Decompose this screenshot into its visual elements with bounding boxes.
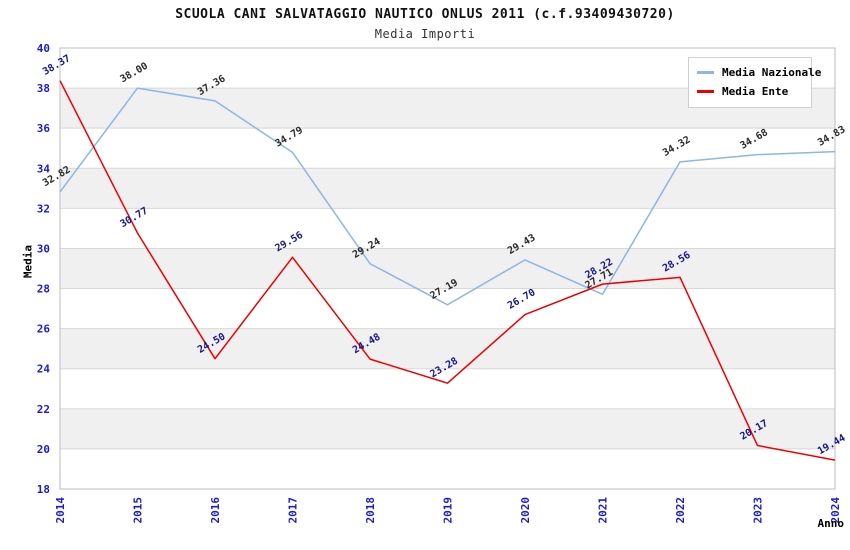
chart-subtitle: Media Importi <box>374 27 476 41</box>
data-label: 26.70 <box>506 287 538 312</box>
data-label: 38.00 <box>118 61 150 86</box>
legend-item-media-nazionale: Media Nazionale <box>697 63 821 82</box>
legend-label-media-ente: Media Ente <box>722 85 789 98</box>
y-tick-label: 38 <box>37 82 50 95</box>
legend-swatch-media-nazionale <box>697 71 714 74</box>
x-tick-label: 2022 <box>674 497 687 524</box>
x-axis-title: Anno <box>817 517 845 530</box>
y-tick-label: 28 <box>37 283 50 296</box>
x-tick-label: 2016 <box>209 497 222 524</box>
data-label: 38.37 <box>41 53 73 78</box>
legend-swatch-media-ente <box>697 90 714 93</box>
x-tick-label: 2019 <box>442 497 455 524</box>
plot-frame <box>59 47 836 490</box>
y-tick-label: 36 <box>37 122 51 135</box>
plot-band <box>60 168 835 209</box>
y-tick-label: 30 <box>37 242 50 255</box>
x-tick-label: 2021 <box>597 497 610 524</box>
x-tick-label: 2015 <box>132 497 145 524</box>
legend-label-media-nazionale: Media Nazionale <box>722 66 822 79</box>
data-label: 34.68 <box>738 127 770 152</box>
plot-band <box>60 408 835 449</box>
legend-item-media-ente: Media Ente <box>697 82 803 101</box>
y-tick-label: 32 <box>37 202 50 215</box>
chart-title: SCUOLA CANI SALVATAGGIO NAUTICO ONLUS 20… <box>175 7 675 22</box>
x-tick-label: 2024 <box>829 497 842 524</box>
plot-band <box>60 248 835 289</box>
y-tick-label: 26 <box>37 323 51 336</box>
y-tick-label: 18 <box>37 483 50 496</box>
x-tick-label: 2014 <box>54 497 67 524</box>
legend: Media Nazionale Media Ente <box>688 57 821 108</box>
y-axis-title: Media <box>21 244 35 279</box>
y-tick-label: 20 <box>37 443 50 456</box>
y-tick-label: 40 <box>37 42 50 55</box>
y-tick-label: 24 <box>37 363 51 376</box>
x-tick-label: 2023 <box>752 497 765 524</box>
y-tick-label: 22 <box>37 403 50 416</box>
series-line-media-nazionale <box>59 87 836 306</box>
y-tick-label: 34 <box>37 162 51 175</box>
series-line-media-ente <box>59 80 836 461</box>
x-tick-label: 2017 <box>287 497 300 524</box>
data-label: 34.32 <box>661 134 693 159</box>
plot-band <box>60 328 835 369</box>
x-tick-label: 2020 <box>519 497 532 524</box>
x-tick-label: 2018 <box>364 497 377 524</box>
